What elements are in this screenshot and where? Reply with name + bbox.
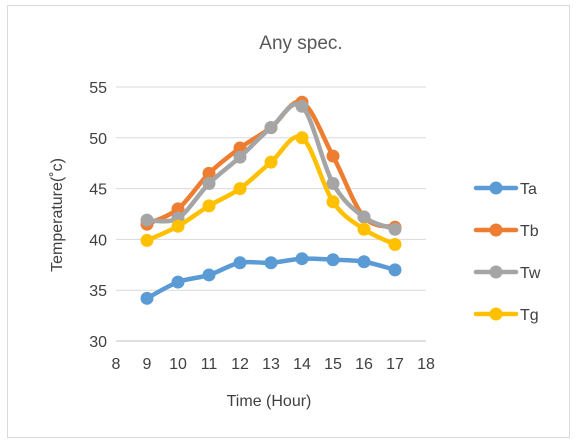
data-point-ta [202, 268, 216, 282]
data-point-ta [326, 253, 340, 267]
data-point-tw [140, 213, 154, 227]
y-tick-label: 50 [89, 131, 107, 148]
data-point-ta [264, 256, 278, 270]
data-point-tg [140, 233, 154, 247]
data-point-ta [140, 291, 154, 305]
x-tick-label: 16 [355, 356, 373, 373]
x-tick-label: 18 [417, 356, 435, 373]
x-tick-label: 11 [201, 356, 218, 373]
data-point-tw [326, 177, 340, 191]
y-axis-label: Temperature(˚c) [49, 158, 66, 272]
series-ta [140, 252, 402, 305]
legend-entry-ta: Ta [473, 181, 537, 198]
data-point-tg [264, 155, 278, 169]
data-point-ta [357, 255, 371, 269]
y-tick-label: 45 [89, 182, 107, 199]
x-tick-label: 15 [324, 356, 342, 373]
legend-entry-tg: Tg [473, 307, 539, 324]
data-point-tw [202, 177, 216, 191]
legend-entry-tw: Tw [473, 265, 541, 282]
legend-entry-tb: Tb [473, 223, 539, 240]
series-lines [140, 95, 402, 305]
y-tick-label: 35 [89, 283, 107, 300]
legend-marker-tg [489, 307, 503, 321]
data-point-tg [202, 199, 216, 213]
data-point-tw [388, 222, 402, 236]
y-tick-labels: 30 35 40 45 50 55 [89, 80, 107, 351]
data-point-tb [171, 202, 185, 216]
y-tick-label: 30 [89, 334, 107, 351]
legend-label-tb: Tb [520, 223, 539, 240]
data-point-tw [233, 150, 247, 164]
chart-title: Any spec. [259, 33, 342, 54]
gridlines [116, 86, 426, 342]
data-point-tg [171, 219, 185, 233]
x-tick-label: 10 [169, 356, 187, 373]
legend-label-ta: Ta [520, 181, 537, 198]
legend-marker-tw [489, 265, 503, 279]
data-point-tg [326, 195, 340, 209]
legend-marker-ta [489, 181, 503, 195]
data-point-tw [295, 99, 309, 113]
x-tick-label: 12 [231, 356, 249, 373]
series-tg [140, 131, 402, 251]
x-tick-label: 8 [112, 356, 121, 373]
data-point-ta [171, 275, 185, 289]
series-tw [140, 99, 402, 236]
data-point-tg [295, 131, 309, 145]
data-point-tw [357, 210, 371, 224]
legend-label-tg: Tg [520, 307, 539, 324]
data-point-tg [233, 182, 247, 196]
legend-marker-tb [489, 223, 503, 237]
data-point-tg [357, 222, 371, 236]
data-point-ta [295, 252, 309, 266]
x-tick-labels: 8 9 10 11 12 13 14 15 16 17 18 [112, 356, 435, 373]
data-point-tw [264, 121, 278, 135]
data-point-ta [233, 256, 247, 270]
x-tick-label: 17 [386, 356, 404, 373]
data-point-tg [388, 237, 402, 251]
y-tick-label: 55 [89, 80, 107, 97]
x-tick-label: 14 [293, 356, 311, 373]
data-point-tb [326, 149, 340, 163]
data-point-ta [388, 263, 402, 277]
chart-frame [7, 5, 570, 438]
data-point-tb [202, 166, 216, 180]
legend-label-tw: Tw [520, 265, 541, 282]
x-tick-label: 9 [143, 356, 152, 373]
x-tick-label: 13 [262, 356, 280, 373]
y-tick-label: 40 [89, 232, 107, 249]
x-axis-label: Time (Hour) [227, 393, 312, 410]
legend: Ta Tb Tw Tg [473, 181, 541, 324]
